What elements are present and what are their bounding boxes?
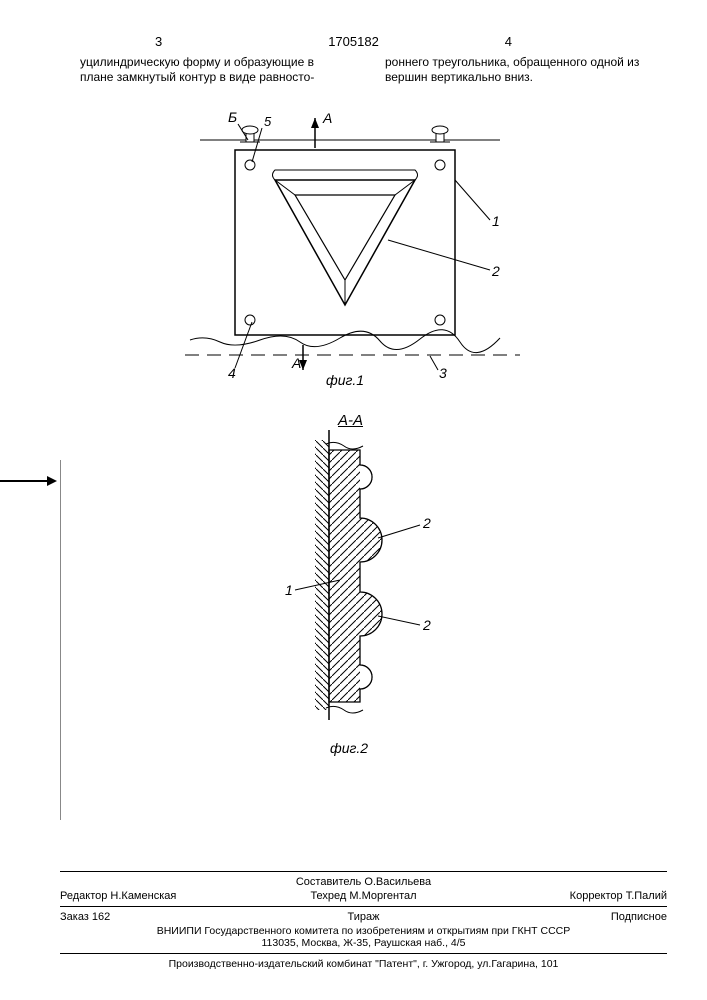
- margin-arrow: [0, 480, 55, 482]
- document-number: 1705182: [328, 34, 379, 49]
- figure-1-caption: фиг.1: [326, 372, 364, 388]
- footer-editor: Редактор Н.Каменская: [60, 890, 262, 902]
- footer-corrector: Корректор Т.Палий: [465, 890, 667, 902]
- footer-production: Производственно-издательский комбинат "П…: [60, 958, 667, 970]
- page-number-right: 4: [505, 34, 512, 49]
- svg-text:2: 2: [422, 617, 431, 633]
- page-number-left: 3: [155, 34, 162, 49]
- footer-compiler: Составитель О.Васильева: [60, 876, 667, 888]
- margin-line: [60, 460, 61, 820]
- label-3: 3: [439, 365, 447, 381]
- svg-text:1: 1: [285, 582, 293, 598]
- label-5: 5: [264, 114, 272, 129]
- label-4: 4: [228, 365, 236, 381]
- label-2: 2: [491, 263, 500, 279]
- column-text-right: роннего треугольника, обращенного одной …: [385, 55, 645, 85]
- label-B: Б: [228, 110, 237, 125]
- label-A-top: А: [322, 110, 332, 126]
- figure-2-caption: фиг.2: [330, 740, 368, 756]
- column-text-left: уцилиндрическую форму и образующие в пла…: [80, 55, 340, 85]
- svg-text:2: 2: [422, 515, 431, 531]
- footer-address: 113035, Москва, Ж-35, Раушская наб., 4/5: [60, 937, 667, 949]
- footer-subscription: Подписное: [465, 911, 667, 923]
- footer-tirazh: Тираж: [262, 911, 464, 923]
- footer-block: Составитель О.Васильева Редактор Н.Камен…: [60, 867, 667, 970]
- footer-org: ВНИИПИ Государственного комитета по изоб…: [60, 925, 667, 937]
- footer-order: Заказ 162: [60, 911, 262, 923]
- label-A-bot: А: [291, 355, 301, 371]
- figure-2: 1 2 2: [260, 420, 460, 760]
- label-1: 1: [492, 213, 500, 229]
- figure-1: Б А А 5 1 2 3 4: [180, 110, 520, 390]
- footer-tech: Техред М.Моргентал: [262, 890, 464, 902]
